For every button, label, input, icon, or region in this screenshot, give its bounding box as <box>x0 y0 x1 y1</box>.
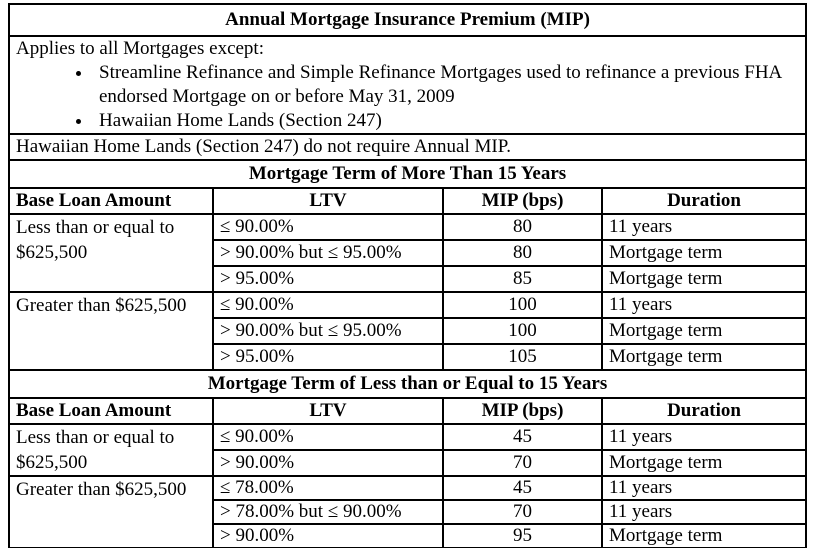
mip-cell: 45 <box>442 475 603 501</box>
mip-cell: 95 <box>442 523 603 548</box>
exceptions-row: Applies to all Mortgages except: Streaml… <box>7 35 808 135</box>
title-row: Annual Mortgage Insurance Premium (MIP) <box>7 3 808 37</box>
mip-cell: 100 <box>442 317 603 345</box>
table-row: > 78.00% but ≤ 90.00% 70 11 years <box>9 499 808 525</box>
column-header-ltv: LTV <box>212 187 444 215</box>
column-header-base-loan-amount: Base Loan Amount <box>8 187 214 215</box>
ltv-cell: ≤ 90.00% <box>212 213 444 241</box>
exceptions-cell: Applies to all Mortgages except: Streaml… <box>7 35 808 135</box>
mip-cell: 70 <box>442 499 603 525</box>
mip-cell: 45 <box>442 423 603 451</box>
section-2-heading-row: Mortgage Term of Less than or Equal to 1… <box>7 369 808 399</box>
table-row: > 90.00% but ≤ 95.00% 100 Mortgage term <box>9 317 808 345</box>
column-header-ltv: LTV <box>212 397 444 425</box>
duration-cell: Mortgage term <box>600 265 808 293</box>
ltv-cell: ≤ 78.00% <box>212 475 444 501</box>
duration-cell: Mortgage term <box>600 239 808 267</box>
exceptions-intro: Applies to all Mortgages except: <box>16 38 264 59</box>
base-loan-amount-cell: Greater than $625,500 <box>8 475 214 548</box>
column-header-base-loan-amount: Base Loan Amount <box>8 397 214 425</box>
ltv-cell: > 78.00% but ≤ 90.00% <box>212 499 444 525</box>
ltv-cell: > 95.00% <box>212 265 444 293</box>
table-row: Greater than $625,500 ≤ 90.00% 100 11 ye… <box>8 291 808 371</box>
table-row: Greater than $625,500 ≤ 78.00% 45 11 yea… <box>8 475 808 548</box>
column-header-duration: Duration <box>600 187 808 215</box>
mip-cell: 80 <box>442 213 603 241</box>
hawaiian-note: Hawaiian Home Lands (Section 247) do not… <box>7 133 808 161</box>
column-header-mip: MIP (bps) <box>442 187 603 215</box>
section-1-heading-row: Mortgage Term of More Than 15 Years <box>7 159 808 189</box>
table-row: > 95.00% 85 Mortgage term <box>9 265 808 293</box>
table-row: > 90.00% 70 Mortgage term <box>9 449 808 477</box>
note-row: Hawaiian Home Lands (Section 247) do not… <box>7 133 808 161</box>
duration-cell: 11 years <box>600 423 808 451</box>
mip-cell: 70 <box>442 449 603 477</box>
page-title: Annual Mortgage Insurance Premium (MIP) <box>7 3 808 37</box>
exception-bullet-streamline: Streamline Refinance and Simple Refinanc… <box>93 61 799 109</box>
ltv-cell: > 90.00% <box>212 523 444 548</box>
section-1-column-header-row: Base Loan Amount LTV MIP (bps) Duration <box>8 187 808 215</box>
section-2-column-header-row: Base Loan Amount LTV MIP (bps) Duration <box>8 397 808 425</box>
table-row: > 90.00% but ≤ 95.00% 80 Mortgage term <box>9 239 808 267</box>
mip-cell: 80 <box>442 239 603 267</box>
exception-bullet-hawaiian: Hawaiian Home Lands (Section 247) <box>93 109 799 132</box>
section-2-heading: Mortgage Term of Less than or Equal to 1… <box>7 369 808 399</box>
table-row: Less than or equal to $625,500 ≤ 90.00% … <box>8 213 808 293</box>
table-row: > 95.00% 105 Mortgage term <box>9 343 808 371</box>
table-row: > 90.00% 95 Mortgage term <box>9 523 808 548</box>
mip-table: Annual Mortgage Insurance Premium (MIP) … <box>7 3 808 548</box>
duration-cell: Mortgage term <box>600 343 808 371</box>
base-loan-amount-cell: Less than or equal to $625,500 <box>8 423 214 477</box>
base-loan-amount-cell: Less than or equal to $625,500 <box>8 213 214 293</box>
mip-cell: 85 <box>442 265 603 293</box>
ltv-cell: > 90.00% <box>212 449 444 477</box>
mip-cell: 100 <box>442 291 603 319</box>
duration-cell: Mortgage term <box>600 317 808 345</box>
column-header-mip: MIP (bps) <box>442 397 603 425</box>
mip-cell: 105 <box>442 343 603 371</box>
duration-cell: 11 years <box>600 499 808 525</box>
duration-cell: 11 years <box>600 291 808 319</box>
duration-cell: Mortgage term <box>600 449 808 477</box>
ltv-cell: ≤ 90.00% <box>212 423 444 451</box>
duration-cell: Mortgage term <box>600 523 808 548</box>
base-loan-amount-cell: Greater than $625,500 <box>8 291 214 371</box>
ltv-cell: ≤ 90.00% <box>212 291 444 319</box>
exceptions-list: Streamline Refinance and Simple Refinanc… <box>16 61 799 132</box>
column-header-duration: Duration <box>600 397 808 425</box>
duration-cell: 11 years <box>600 213 808 241</box>
ltv-cell: > 90.00% but ≤ 95.00% <box>212 317 444 345</box>
table-row: Less than or equal to $625,500 ≤ 90.00% … <box>8 423 808 477</box>
ltv-cell: > 90.00% but ≤ 95.00% <box>212 239 444 267</box>
duration-cell: 11 years <box>600 475 808 501</box>
section-1-heading: Mortgage Term of More Than 15 Years <box>7 159 808 189</box>
ltv-cell: > 95.00% <box>212 343 444 371</box>
